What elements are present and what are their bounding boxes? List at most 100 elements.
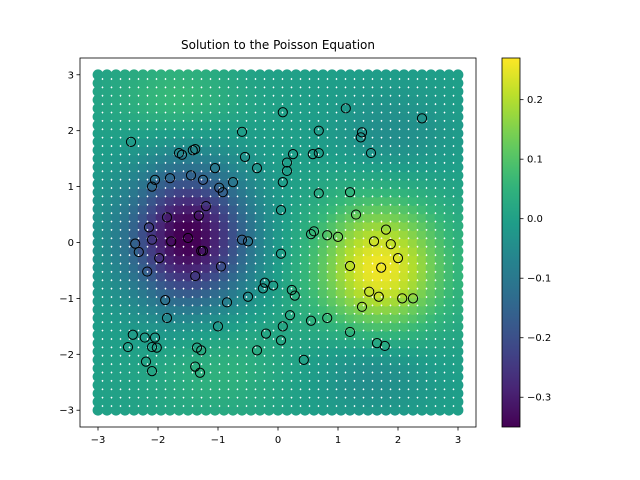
- observation-point: [355, 132, 366, 143]
- field-marker: [218, 136, 230, 148]
- field-marker: [110, 304, 122, 315]
- field-marker: [200, 312, 212, 324]
- field-marker: [110, 220, 122, 232]
- field-marker: [434, 128, 446, 139]
- field-marker: [362, 195, 374, 206]
- field-marker: [326, 119, 338, 131]
- field-marker: [290, 354, 302, 366]
- field-marker: [299, 245, 311, 257]
- field-marker: [299, 228, 311, 240]
- field-marker: [209, 128, 221, 139]
- observation-point: [332, 231, 344, 243]
- field-marker: [182, 102, 194, 114]
- field-marker: [119, 86, 131, 97]
- field-marker: [155, 262, 167, 274]
- field-marker: [416, 379, 428, 391]
- field-marker: [272, 86, 284, 97]
- field-marker: [452, 287, 464, 299]
- field-marker: [425, 178, 437, 190]
- field-marker: [218, 337, 230, 349]
- field-marker: [353, 287, 365, 299]
- field-marker: [245, 312, 257, 324]
- field-marker: [227, 396, 239, 408]
- observation-point: [143, 222, 155, 233]
- field-marker: [290, 362, 302, 374]
- field-marker: [155, 86, 167, 97]
- field-marker: [344, 304, 356, 315]
- field-marker: [434, 320, 446, 332]
- field-marker: [146, 371, 158, 383]
- field-marker: [263, 228, 275, 240]
- field-marker: [398, 128, 410, 139]
- field-marker: [137, 262, 149, 274]
- field-marker: [209, 195, 221, 206]
- field-marker: [344, 94, 356, 106]
- field-marker: [344, 228, 356, 240]
- field-marker: [236, 312, 248, 324]
- field-marker: [155, 128, 167, 139]
- observation-point: [151, 342, 162, 353]
- field-marker: [119, 388, 131, 399]
- field-marker: [119, 69, 131, 81]
- field-marker: [326, 245, 338, 257]
- field-marker: [254, 312, 266, 324]
- field-marker: [209, 119, 221, 131]
- field-marker: [191, 270, 203, 282]
- field-marker: [281, 312, 293, 324]
- field-marker: [371, 329, 383, 341]
- field-marker: [209, 170, 221, 181]
- field-marker: [281, 195, 293, 206]
- field-marker: [380, 371, 392, 383]
- field-marker: [452, 245, 464, 257]
- field-marker: [335, 228, 347, 240]
- field-marker: [209, 253, 221, 265]
- field-marker: [416, 102, 428, 114]
- field-marker: [335, 253, 347, 265]
- field-marker: [182, 388, 194, 399]
- field-marker: [353, 69, 365, 81]
- field-marker: [290, 337, 302, 349]
- field-marker: [227, 111, 239, 123]
- field-marker: [425, 312, 437, 324]
- field-marker: [344, 237, 356, 248]
- field-marker: [407, 203, 419, 215]
- field-marker: [137, 346, 149, 357]
- field-marker: [128, 371, 140, 383]
- field-marker: [272, 295, 284, 307]
- field-marker: [272, 304, 284, 315]
- field-marker: [263, 170, 275, 181]
- field-marker: [227, 102, 239, 114]
- field-marker: [128, 237, 140, 248]
- field-marker: [173, 329, 185, 341]
- field-marker: [245, 379, 257, 391]
- field-marker: [281, 220, 293, 232]
- field-marker: [227, 153, 239, 165]
- field-marker: [200, 253, 212, 265]
- field-marker: [119, 211, 131, 223]
- field-marker: [299, 170, 311, 181]
- field-marker: [407, 220, 419, 232]
- field-marker: [263, 153, 275, 165]
- field-marker: [110, 237, 122, 248]
- field-marker: [425, 396, 437, 408]
- field-marker: [119, 119, 131, 131]
- field-marker: [380, 144, 392, 156]
- field-marker: [335, 144, 347, 156]
- field-marker: [164, 404, 176, 416]
- field-marker: [110, 178, 122, 190]
- field-marker: [362, 262, 374, 274]
- field-marker: [128, 346, 140, 357]
- field-marker: [218, 287, 230, 299]
- field-marker: [119, 111, 131, 123]
- field-marker: [218, 354, 230, 366]
- field-marker: [164, 396, 176, 408]
- field-marker: [146, 94, 158, 106]
- field-marker: [92, 362, 104, 374]
- field-marker: [155, 94, 167, 106]
- field-marker: [335, 237, 347, 248]
- colorbar-tick-label: −0.1: [527, 274, 551, 285]
- field-marker: [236, 77, 248, 89]
- field-marker: [128, 379, 140, 391]
- field-marker: [380, 153, 392, 165]
- field-marker: [245, 144, 257, 156]
